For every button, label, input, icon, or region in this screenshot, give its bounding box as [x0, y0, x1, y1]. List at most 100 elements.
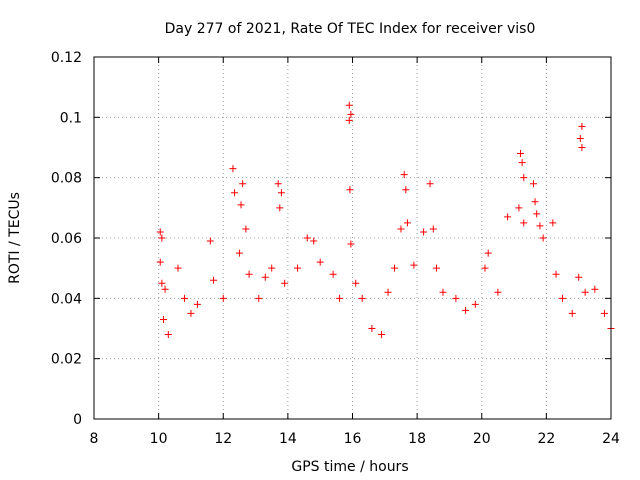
data-point	[462, 306, 470, 314]
data-point	[518, 159, 526, 167]
x-tick-label: 8	[90, 431, 99, 447]
data-points	[156, 101, 615, 339]
data-point	[180, 294, 188, 302]
data-point	[420, 228, 428, 236]
data-point	[316, 258, 324, 266]
x-tick-label: 16	[344, 431, 362, 447]
data-point	[242, 225, 250, 233]
data-point	[358, 294, 366, 302]
data-point	[426, 180, 434, 188]
data-point	[237, 201, 245, 209]
x-axis-label: GPS time / hours	[291, 459, 408, 475]
data-point	[531, 198, 539, 206]
data-point	[552, 270, 560, 278]
data-point	[517, 150, 525, 158]
data-point	[433, 264, 441, 272]
data-point	[591, 285, 599, 293]
data-point	[329, 270, 337, 278]
data-point	[575, 273, 583, 281]
data-point	[219, 294, 227, 302]
data-point	[391, 264, 399, 272]
x-tick-label: 22	[537, 431, 555, 447]
data-point	[378, 331, 386, 339]
data-point	[536, 222, 544, 230]
y-tick-label: 0.06	[51, 231, 82, 247]
x-tick-label: 10	[150, 431, 168, 447]
data-point	[346, 186, 354, 194]
data-point	[559, 294, 567, 302]
data-point	[276, 204, 284, 212]
data-point	[159, 315, 167, 323]
data-point	[520, 174, 528, 182]
data-point	[255, 294, 263, 302]
x-tick-label: 14	[279, 431, 297, 447]
y-tick-label: 0.12	[51, 50, 82, 66]
data-point	[520, 219, 528, 227]
data-point	[268, 264, 276, 272]
y-tick-label: 0.08	[51, 171, 82, 187]
data-point	[533, 210, 541, 218]
x-tick-label: 18	[408, 431, 426, 447]
data-point	[156, 228, 164, 236]
y-tick-label: 0	[73, 412, 82, 428]
data-point	[529, 180, 537, 188]
data-point	[352, 279, 360, 287]
data-point	[347, 240, 355, 248]
data-point	[384, 288, 392, 296]
data-point	[452, 294, 460, 302]
data-point	[345, 116, 353, 124]
data-point	[578, 122, 586, 130]
data-point	[549, 219, 557, 227]
data-point	[429, 225, 437, 233]
data-point	[439, 288, 447, 296]
data-point	[239, 180, 247, 188]
data-point	[174, 264, 182, 272]
y-axis-label: ROTI / TECUs	[7, 192, 23, 284]
y-tick-labels: 0 0.02 0.04 0.06 0.08 0.1 0.12	[51, 50, 82, 428]
y-tick-label: 0.02	[51, 352, 82, 368]
data-point	[515, 204, 523, 212]
x-tick-label: 24	[602, 431, 620, 447]
data-point	[277, 189, 285, 197]
data-point	[231, 189, 239, 197]
chart-title: Day 277 of 2021, Rate Of TEC Index for r…	[165, 21, 536, 37]
data-point	[410, 261, 418, 269]
data-point	[568, 309, 576, 317]
data-point	[235, 249, 243, 257]
data-point	[471, 300, 479, 308]
x-tick-label: 12	[214, 431, 232, 447]
data-point	[294, 264, 302, 272]
data-point	[403, 219, 411, 227]
data-point	[206, 237, 214, 245]
data-point	[158, 279, 166, 287]
data-point	[397, 225, 405, 233]
data-point	[281, 279, 289, 287]
plot-frame	[93, 56, 612, 420]
data-point	[504, 213, 512, 221]
data-point	[156, 258, 164, 266]
data-point	[164, 331, 172, 339]
data-point	[601, 309, 609, 317]
data-point	[336, 294, 344, 302]
data-point	[481, 264, 489, 272]
data-point	[400, 171, 408, 179]
y-tick-label: 0.04	[51, 291, 82, 307]
data-point	[581, 288, 589, 296]
data-point	[158, 234, 166, 242]
data-point	[484, 249, 492, 257]
data-point	[274, 180, 282, 188]
data-point	[261, 273, 269, 281]
data-point	[210, 276, 218, 284]
data-point	[578, 144, 586, 151]
data-point	[402, 186, 410, 194]
data-point	[539, 234, 547, 242]
data-point	[245, 270, 253, 278]
data-point	[368, 325, 376, 332]
data-point	[345, 101, 353, 109]
data-point	[303, 234, 311, 242]
data-point	[576, 134, 584, 142]
x-tick-labels: 8 10 12 14 16 18 20 22 24	[90, 431, 620, 447]
data-point	[187, 309, 195, 317]
